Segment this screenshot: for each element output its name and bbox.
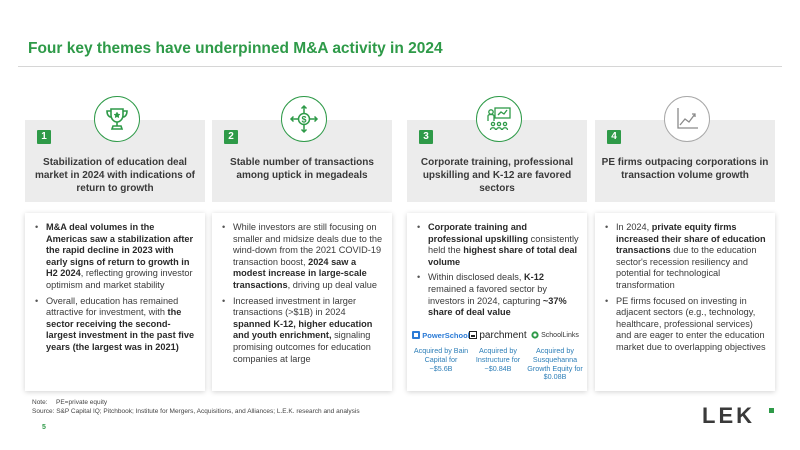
bullet-list: Corporate training and professional upsk… [407, 213, 587, 319]
acquisition-item: parchment Acquired by Instructure for ~$… [469, 328, 527, 382]
bullet-item: M&A deal volumes in the Americas saw a s… [35, 222, 197, 292]
bullet-item: Within disclosed deals, K-12 remained a … [417, 272, 579, 318]
theme-details: While investors are still focusing on sm… [212, 213, 392, 391]
bullet-list: M&A deal volumes in the Americas saw a s… [25, 213, 205, 354]
footnote: Note: PE=private equity Source: S&P Capit… [32, 399, 360, 416]
theme-heading: Stable number of transactions among upti… [230, 157, 374, 181]
theme-heading: Stabilization of education deal market i… [34, 157, 196, 194]
acquisition-item: SchoolLinks Acquired by Susquehanna Grow… [527, 328, 583, 382]
theme-number: 1 [37, 130, 51, 144]
page-title: Four key themes have underpinned M&A act… [28, 40, 443, 57]
acquisition-logos: PowerSchool Acquired by Bain Capital for… [412, 328, 583, 382]
acquisition-caption: Acquired by Susquehanna Growth Equity fo… [527, 346, 583, 382]
theme-number: 2 [224, 130, 238, 144]
theme-number: 3 [419, 130, 433, 144]
note-label: Note: [32, 399, 48, 406]
title-divider [18, 66, 782, 67]
theme-heading: Corporate training, professional upskill… [420, 157, 574, 194]
source-text: Source: S&P Capital IQ; Pitchbook; Insti… [32, 407, 360, 415]
dollar-arrows-icon: $ [281, 96, 327, 142]
lek-logo: LEK [702, 403, 755, 428]
powerschool-logo-icon: PowerSchool [412, 328, 470, 342]
training-icon [476, 96, 522, 142]
trophy-icon [94, 96, 140, 142]
theme-number: 4 [607, 130, 621, 144]
theme-details: M&A deal volumes in the Americas saw a s… [25, 213, 205, 391]
bullet-item: Increased investment in larger transacti… [222, 296, 384, 366]
bullet-item: PE firms focused on investing in adjacen… [605, 296, 767, 354]
bullet-list: While investors are still focusing on sm… [212, 213, 392, 365]
acquisition-caption: Acquired by Bain Capital for ~$5.6B [413, 346, 469, 373]
theme-heading: PE firms outpacing corporations in trans… [601, 157, 769, 181]
bullet-item: Corporate training and professional upsk… [417, 222, 579, 268]
bullet-item: Overall, education has remained attracti… [35, 296, 197, 354]
bullet-list: In 2024, private equity firms increased … [595, 213, 775, 354]
acquisition-item: PowerSchool Acquired by Bain Capital for… [412, 328, 470, 382]
svg-text:$: $ [301, 114, 306, 124]
page-number: 5 [42, 424, 46, 431]
acquisition-caption: Acquired by Instructure for ~$0.84B [475, 346, 521, 373]
bullet-item: While investors are still focusing on sm… [222, 222, 384, 292]
bullet-item: In 2024, private equity firms increased … [605, 222, 767, 292]
logo-accent [769, 408, 774, 413]
note-text: PE=private equity [56, 399, 108, 406]
theme-details: Corporate training and professional upsk… [407, 213, 587, 391]
schoollinks-logo-icon: SchoolLinks [531, 328, 579, 342]
line-chart-icon [664, 96, 710, 142]
parchment-logo-icon: parchment [469, 328, 527, 342]
theme-details: In 2024, private equity firms increased … [595, 213, 775, 391]
